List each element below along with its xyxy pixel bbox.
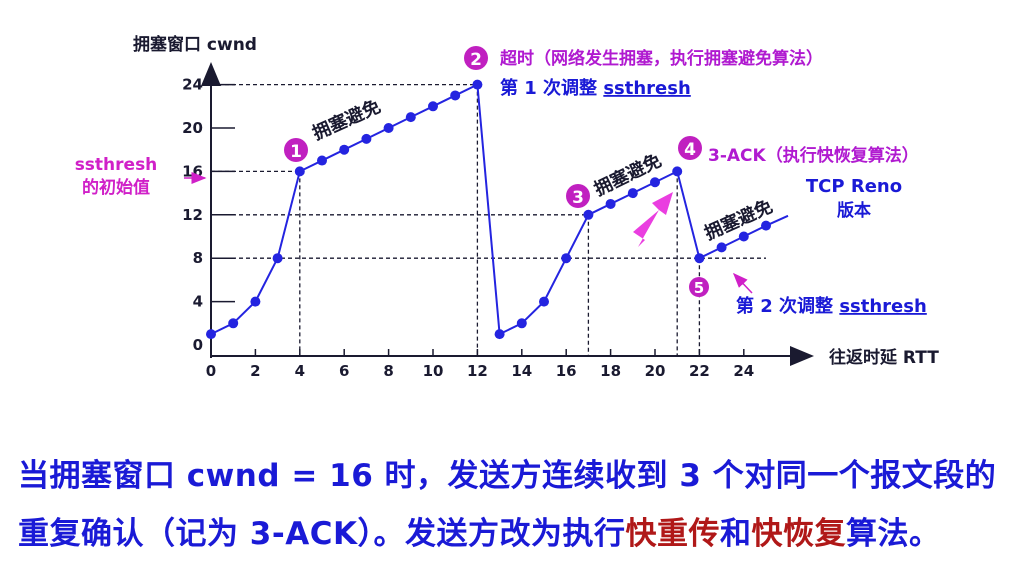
y-tick-label: 8 — [193, 249, 203, 267]
x-tick-label: 0 — [206, 362, 216, 380]
big-arrow-3ack — [633, 192, 673, 247]
data-point — [650, 177, 660, 188]
marker-5: 5 — [689, 277, 709, 297]
svg-text:3: 3 — [572, 188, 584, 208]
first-adjust-label: 第 1 次调整 ssthresh — [500, 77, 691, 99]
tcp-reno-label-2: 版本 — [837, 200, 871, 221]
marker-4: 4 — [678, 136, 702, 160]
first-adjust-prefix: 第 1 次调整 — [500, 77, 603, 99]
data-point — [272, 253, 283, 264]
x-tick-label: 18 — [600, 362, 621, 380]
ca-label-1: 拥塞避免 — [309, 95, 384, 144]
data-point — [383, 123, 394, 133]
timeout-label: 超时（网络发生拥塞，执行拥塞避免算法） — [500, 48, 823, 69]
x-tick-label: 24 — [733, 362, 754, 380]
guide-lines — [211, 83, 766, 356]
y-tick-label: 20 — [182, 119, 203, 137]
y-tick-label: 4 — [193, 293, 203, 311]
data-point — [361, 133, 372, 144]
ca-label-2: 拥塞避免 — [591, 149, 665, 200]
data-point — [627, 188, 638, 199]
data-point — [428, 101, 438, 112]
second-adjust-term: ssthresh — [839, 296, 926, 317]
tcp-reno-label-1: TCP Reno — [806, 176, 902, 197]
second-adjust-prefix: 第 2 次调整 — [736, 295, 839, 317]
caption-fast-retransmit: 快重传 — [625, 516, 720, 552]
data-point — [761, 220, 771, 231]
svg-text:5: 5 — [694, 279, 704, 297]
data-point — [694, 253, 705, 264]
x-tick-label: 6 — [339, 362, 349, 380]
data-point — [539, 296, 549, 307]
x-tick-label: 22 — [689, 362, 710, 380]
series-line — [210, 83, 767, 336]
ack3-label: 3-ACK（执行快恢复算法） — [708, 145, 919, 166]
y-tick-label: 24 — [182, 76, 203, 94]
data-point — [317, 155, 327, 166]
data-point — [339, 144, 350, 155]
marker-1: 1 — [284, 138, 308, 162]
data-point — [516, 318, 527, 329]
x-tick-label: 20 — [645, 362, 666, 380]
data-point — [561, 253, 572, 264]
caption-line-2: 重复确认（记为 3-ACK）。发送方改为执行快重传和快恢复算法。 — [18, 508, 1018, 553]
y-tick-label: 0 — [193, 336, 203, 354]
data-point — [738, 231, 749, 242]
caption-part-c: 和 — [720, 516, 752, 552]
x-tick-label: 10 — [423, 362, 444, 380]
data-point — [450, 90, 461, 101]
ca-label-3: 拥塞避免 — [701, 195, 776, 244]
x-tick-label: 4 — [295, 362, 305, 380]
x-tick-label: 16 — [556, 362, 577, 380]
first-adjust-term: ssthresh — [603, 78, 690, 99]
y-tick-label: 12 — [182, 206, 203, 224]
caption-line-1: 当拥塞窗口 cwnd = 16 时，发送方连续收到 3 个对同一个报文段的 — [18, 458, 997, 494]
data-point — [605, 198, 616, 209]
data-point — [472, 79, 483, 90]
data-point — [250, 296, 261, 307]
data-point — [672, 166, 683, 177]
ssthresh-init-label-1: ssthresh — [75, 155, 158, 175]
x-tick-label: 2 — [250, 362, 260, 380]
caption-part-a: 重复确认（记为 3-ACK）。发送方改为执行 — [18, 516, 626, 552]
x-axis-title: 往返时延 RTT — [829, 347, 939, 368]
x-tick-label: 8 — [383, 362, 393, 380]
data-point — [716, 242, 727, 253]
svg-text:1: 1 — [290, 142, 302, 162]
x-tick-label: 12 — [467, 362, 488, 380]
data-point — [228, 318, 239, 329]
data-point — [405, 112, 416, 123]
data-point — [583, 209, 594, 220]
second-adjust-label: 第 2 次调整 ssthresh — [736, 295, 927, 317]
svg-text:4: 4 — [684, 140, 696, 160]
caption-part-e: 算法。 — [846, 516, 941, 552]
data-point — [294, 166, 305, 177]
marker-2: 2 — [464, 46, 488, 70]
data-point — [494, 329, 505, 340]
y-axis-title: 拥塞窗口 cwnd — [133, 34, 257, 55]
caption-fast-recovery: 快恢复 — [751, 516, 846, 552]
x-tick-group: 0 2 4 6 8 10 12 14 16 18 20 22 24 — [206, 349, 754, 380]
ssthresh-second-arrow — [732, 272, 753, 294]
series-group — [206, 79, 789, 340]
marker-3: 3 — [566, 184, 590, 208]
data-point — [206, 329, 216, 340]
ssthresh-init-label-2: 的初始值 — [82, 177, 150, 198]
x-tick-label: 14 — [511, 362, 532, 380]
svg-text:2: 2 — [470, 50, 482, 70]
